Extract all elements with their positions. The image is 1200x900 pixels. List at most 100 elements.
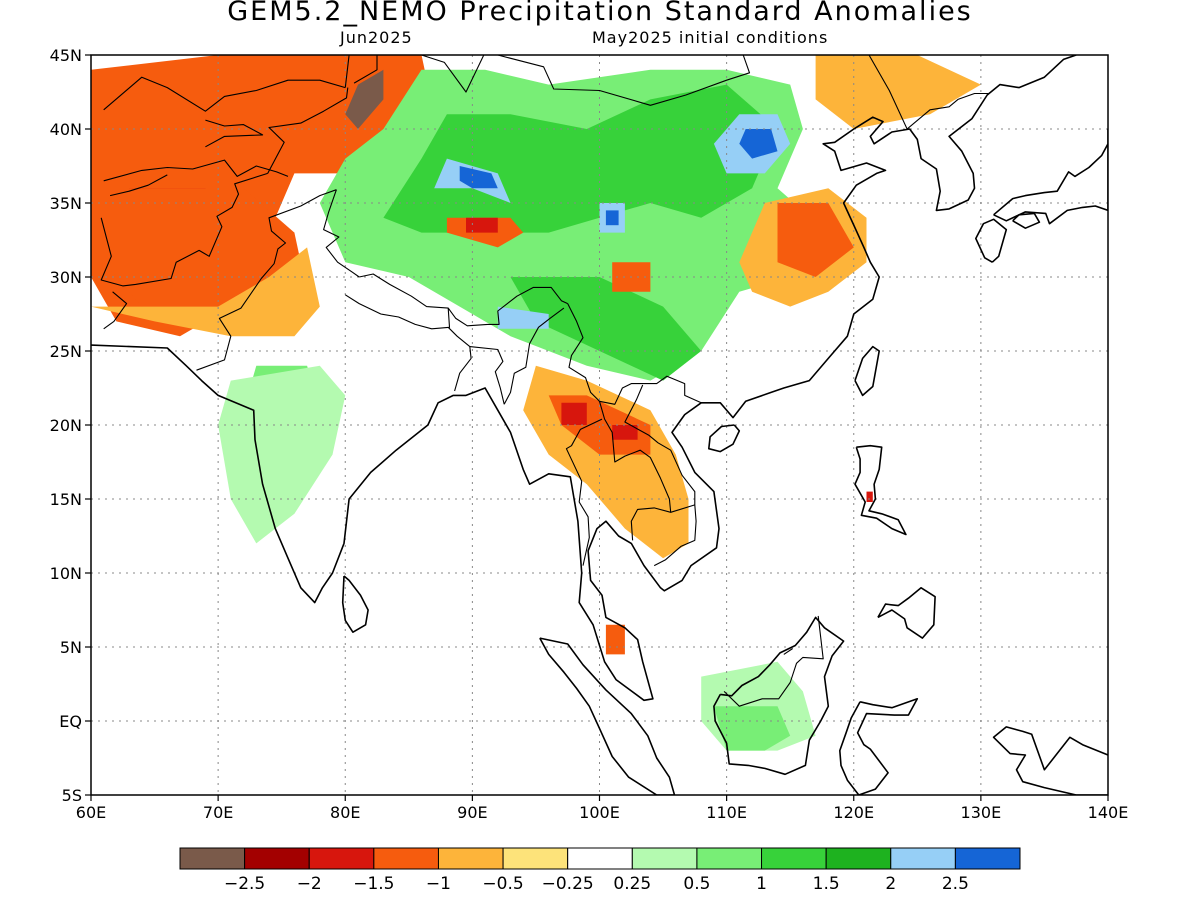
lon-tick-label: 100E: [579, 803, 620, 822]
coastline-11: [993, 128, 1108, 225]
anomaly-region-26: [218, 365, 346, 544]
colorbar-swatch: [631, 847, 698, 870]
lat-tick-label: 10N: [50, 564, 82, 583]
lat-tick-label: 45N: [50, 46, 82, 65]
country-border-1: [344, 55, 350, 88]
lon-tick-label: 70E: [203, 803, 233, 822]
country-border-16: [565, 418, 603, 566]
colorbar: −2.5 −2 −1.5 −1 −0.5 −0.25 0.25 0.5 1 1.5 2 2.5: [179, 847, 1021, 894]
country-border-21: [421, 55, 485, 93]
forecast-month: Jun2025: [340, 28, 413, 47]
anomaly-region-8: [383, 84, 778, 233]
country-borders-layer: [100, 55, 989, 707]
coastline-1: [341, 575, 369, 634]
country-border-19: [267, 87, 349, 174]
country-border-24: [868, 55, 989, 130]
country-border-23: [809, 55, 810, 56]
colorbar-swatch: [567, 847, 633, 870]
anomaly-region-9: [510, 277, 702, 381]
coastlines-layer: [91, 55, 1108, 795]
lon-tick-label: 60E: [76, 803, 106, 822]
colorbar-label: −1: [426, 874, 451, 894]
country-border-6: [103, 291, 128, 330]
country-border-11: [447, 326, 472, 392]
lat-tick-label: 30N: [50, 268, 82, 287]
country-border-7: [196, 189, 337, 371]
lat-tick-label: 5N: [60, 638, 82, 657]
anomaly-region-6: [91, 247, 320, 337]
coastline-7: [707, 424, 741, 453]
initial-conditions-label: May2025 initial conditions: [592, 28, 829, 47]
colorbar-label: 2.5: [942, 874, 969, 894]
coastline-6: [838, 697, 919, 795]
country-border-3: [205, 119, 264, 148]
country-border-18: [670, 504, 695, 513]
colorbar-label: −2: [297, 874, 322, 894]
coastline-9: [974, 218, 1008, 263]
colorbar-swatch: [825, 847, 892, 870]
lon-tick-label: 130E: [961, 803, 1002, 822]
colorbar-label: 0.5: [683, 874, 710, 894]
lon-tick-label: 90E: [457, 803, 487, 822]
colorbar-swatch: [954, 847, 1021, 870]
colorbar-swatch: [696, 847, 763, 870]
country-border-22: [483, 55, 751, 106]
anomaly-region-27: [523, 365, 689, 559]
coastline-5: [877, 586, 936, 639]
anomaly-region-16: [497, 306, 549, 329]
colorbar-label: 1.5: [813, 874, 840, 894]
country-border-25: [723, 615, 824, 707]
country-border-13: [503, 307, 565, 405]
lat-tick-label: 35N: [50, 194, 82, 213]
colorbar-swatch: [373, 847, 439, 870]
coastline-3: [713, 616, 845, 776]
lat-tick-label: 15N: [50, 490, 82, 509]
lat-tick-label: 40N: [50, 120, 82, 139]
lat-tick-label: 20N: [50, 416, 82, 435]
lon-tick-label: 80E: [330, 803, 360, 822]
colorbar-swatch: [890, 847, 956, 870]
coastline-0: [91, 55, 1077, 702]
country-border-17: [624, 384, 697, 567]
grid-lines: [91, 55, 1108, 795]
anomaly-region-22: [815, 55, 981, 129]
colorbar-swatch: [761, 847, 827, 870]
colorbar-swatch: [437, 847, 504, 870]
country-border-20: [347, 55, 378, 84]
anomaly-region-32: [713, 706, 791, 751]
axis-ticks: 60E 70E 80E 90E 100E 110E 120E 130E 140E 5S EQ 5N 10…: [50, 46, 1129, 822]
coastline-2: [539, 637, 676, 795]
lat-tick-label: EQ: [59, 712, 82, 731]
colorbar-label: −0.5: [482, 874, 523, 894]
anomaly-region-33: [605, 624, 625, 655]
country-border-5: [100, 172, 268, 287]
coastline-8: [854, 345, 881, 397]
colorbar-swatch: [308, 847, 375, 870]
anomaly-region-29: [561, 402, 587, 425]
chart-title: GEM5.2_NEMO Precipitation Standard Anoma…: [227, 0, 973, 27]
anomaly-fill-layer: [91, 55, 981, 751]
lon-tick-label: 120E: [833, 803, 874, 822]
country-border-26: [783, 648, 794, 655]
lat-tick-label: 25N: [50, 342, 82, 361]
lon-tick-label: 110E: [706, 803, 747, 822]
colorbar-swatch: [244, 847, 310, 870]
coastline-12: [992, 726, 1108, 795]
anomaly-region-30: [612, 425, 638, 440]
colorbar-swatch: [502, 847, 569, 870]
anomaly-region-11: [739, 129, 778, 159]
country-border-10: [359, 273, 449, 309]
anomaly-region-34: [866, 491, 873, 502]
colorbar-label: −2.5: [224, 874, 265, 894]
country-border-12: [469, 346, 505, 405]
lat-tick-label: 5S: [62, 786, 82, 805]
country-border-9: [345, 286, 568, 330]
colorbar-label: 2: [885, 874, 896, 894]
anomaly-region-15: [605, 210, 619, 226]
colorbar-label: −1.5: [353, 874, 394, 894]
lon-tick-label: 140E: [1088, 803, 1129, 822]
colorbar-label: 0.25: [613, 874, 651, 894]
anomaly-region-2: [345, 69, 384, 129]
country-border-0: [103, 76, 346, 112]
